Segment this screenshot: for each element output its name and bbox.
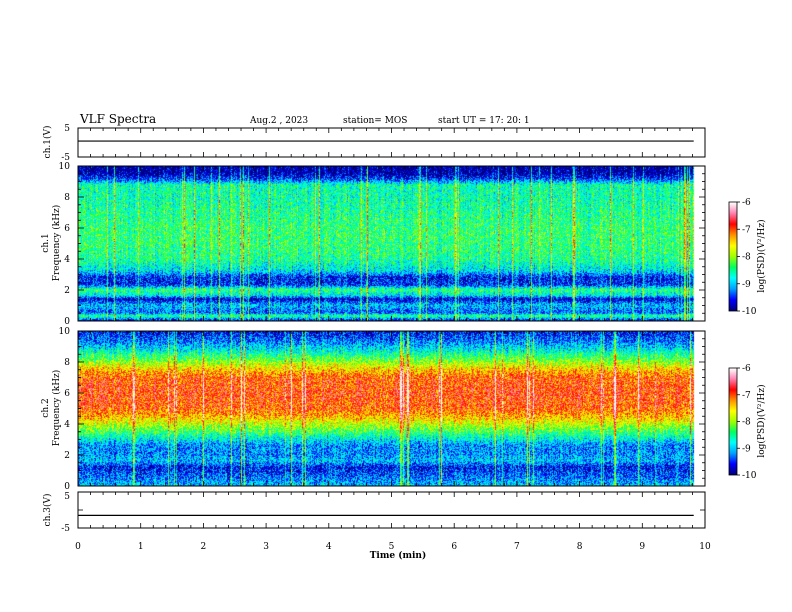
colorbar-tick-label: -10 xyxy=(742,307,757,317)
colorbar-tick-label: -6 xyxy=(742,198,751,208)
figure-title: VLF Spectra xyxy=(79,112,156,126)
ch3-waveform-ticks xyxy=(77,491,706,529)
colorbar-tick-label: -9 xyxy=(742,280,751,290)
colorbar-tick-label: -10 xyxy=(742,471,757,481)
time-tick-label: 8 xyxy=(577,542,583,552)
ch1-waveform-ylabel: ch.1(V) xyxy=(42,126,53,159)
time-axis: 0 1 2 3 4 5 6 7 8 9 10 xyxy=(75,542,711,552)
colorbar-tick-label: -6 xyxy=(742,364,751,374)
start-time-label: start UT = 17: 20: 1 xyxy=(438,116,530,126)
ch1-ytick-top: 5 xyxy=(64,124,70,134)
ch2-frequency-ylabel: Frequency (kHz) xyxy=(51,370,62,447)
freq-tick-label: 6 xyxy=(64,224,70,234)
freq-tick-label: 0 xyxy=(64,482,70,492)
ch3-waveform-frame xyxy=(77,491,706,529)
time-tick-label: 4 xyxy=(326,542,332,552)
ch3-waveform-panel: 5 -5 ch.3(V) xyxy=(42,491,706,534)
freq-tick-label: 10 xyxy=(59,327,71,337)
ch2-colorbar xyxy=(728,367,738,476)
ch1-waveform-panel: 5 -5 ch.1(V) xyxy=(42,124,706,163)
ch3-ytick-bottom: -5 xyxy=(61,524,70,534)
ch1-spectrogram-ticks: 0 2 4 6 8 10 xyxy=(59,162,706,327)
colorbar-tick-label: -9 xyxy=(742,444,751,454)
freq-tick-label: 10 xyxy=(59,162,71,172)
colorbar-tick-label: -8 xyxy=(742,418,751,428)
ch2-colorbar-label: log(PSD)(V²/Hz) xyxy=(756,384,767,457)
ch2-spectrogram-panel: 0 2 4 6 8 10 ch.2 Frequency (kHz) -6 -7 -8 -9 -10… xyxy=(41,327,767,492)
ch1-colorbar xyxy=(728,201,738,312)
freq-tick-label: 2 xyxy=(64,286,70,296)
time-tick-label: 6 xyxy=(451,542,457,552)
ch2-spectrogram-ticks: 0 2 4 6 8 10 xyxy=(59,327,706,492)
ch3-waveform-ylabel: ch.3(V) xyxy=(42,494,53,527)
colorbar-tick-label: -7 xyxy=(742,225,751,235)
freq-tick-label: 0 xyxy=(64,317,70,327)
time-tick-label: 5 xyxy=(389,542,395,552)
ch1-spectrogram-panel: 0 2 4 6 8 10 ch.1 Frequency (kHz) -6 -7 -8 -9 -10… xyxy=(41,162,767,327)
freq-tick-label: 2 xyxy=(64,451,70,461)
ch2-colorbar-ticks: -6 -7 -8 -9 -10 xyxy=(737,364,757,481)
ch2-spectrogram-image xyxy=(78,331,705,486)
colorbar-tick-label: -7 xyxy=(742,391,751,401)
time-tick-label: 0 xyxy=(75,542,81,552)
station-label: station= MOS xyxy=(343,116,407,126)
time-axis-label: Time (min) xyxy=(370,550,427,561)
time-tick-label: 10 xyxy=(699,542,711,552)
ch1-channel-label: ch.1 xyxy=(41,233,51,252)
ch1-colorbar-ticks: -6 -7 -8 -9 -10 xyxy=(737,198,757,317)
ch1-frequency-ylabel: Frequency (kHz) xyxy=(51,205,62,282)
freq-tick-label: 8 xyxy=(64,193,70,203)
ch3-ytick-top: 5 xyxy=(64,492,70,502)
time-tick-label: 3 xyxy=(263,542,269,552)
time-tick-label: 2 xyxy=(201,542,207,552)
freq-tick-label: 6 xyxy=(64,389,70,399)
time-tick-label: 7 xyxy=(514,542,520,552)
ch2-channel-label: ch.2 xyxy=(41,398,51,417)
freq-tick-label: 4 xyxy=(64,255,70,265)
ch1-spectrogram-image xyxy=(78,166,705,321)
date-label: Aug.2 , 2023 xyxy=(249,116,308,126)
time-tick-label: 1 xyxy=(138,542,144,552)
ch1-colorbar-label: log(PSD)(V²/Hz) xyxy=(756,219,767,292)
freq-tick-label: 8 xyxy=(64,358,70,368)
time-tick-label: 9 xyxy=(639,542,645,552)
ch1-waveform-ticks xyxy=(77,127,706,158)
freq-tick-label: 4 xyxy=(64,420,70,430)
ch1-ytick-bottom: -5 xyxy=(61,153,70,163)
colorbar-tick-label: -8 xyxy=(742,253,751,263)
